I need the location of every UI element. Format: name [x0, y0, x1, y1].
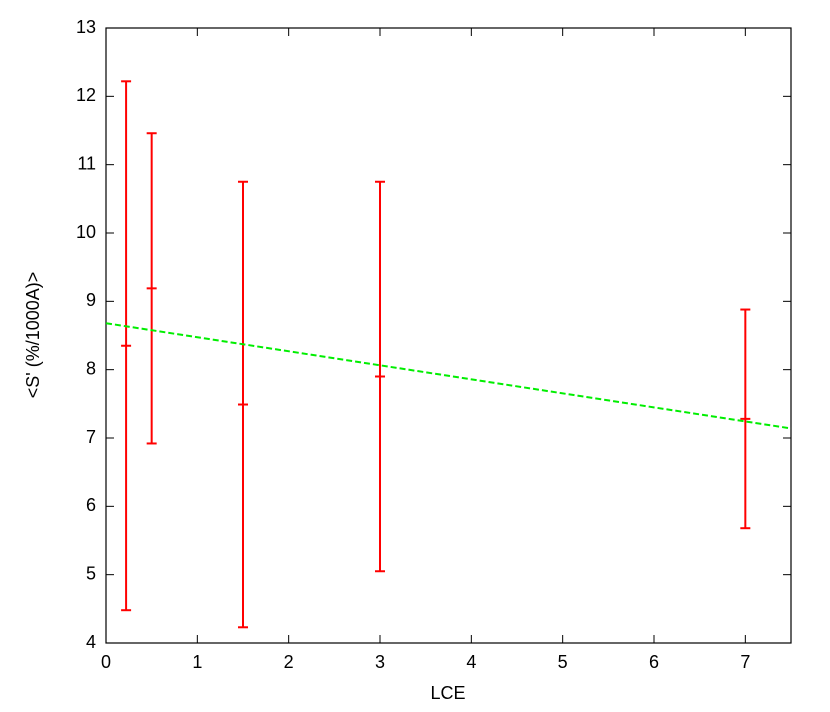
- y-tick-label: 5: [86, 563, 96, 583]
- x-tick-label: 0: [101, 652, 111, 672]
- y-tick-label: 11: [77, 153, 96, 173]
- y-tick-label: 13: [76, 17, 96, 37]
- x-axis-label: LCE: [430, 683, 465, 703]
- y-tick-label: 4: [86, 632, 96, 652]
- y-tick-label: 6: [86, 495, 96, 515]
- x-tick-label: 5: [558, 652, 568, 672]
- x-tick-label: 7: [740, 652, 750, 672]
- fit-line: [105, 322, 792, 430]
- y-tick-label: 9: [86, 290, 96, 310]
- x-tick-label: 6: [649, 652, 659, 672]
- x-tick-label: 3: [375, 652, 385, 672]
- y-tick-label: 10: [76, 222, 96, 242]
- y-tick-label: 7: [86, 427, 96, 447]
- y-axis-label: <S' (%/1000A)>: [23, 272, 43, 399]
- plot-frame: [105, 27, 792, 644]
- y-tick-label: 8: [86, 358, 96, 378]
- x-tick-label: 4: [466, 652, 476, 672]
- y-tick-label: 12: [76, 85, 96, 105]
- x-tick-label: 2: [284, 652, 294, 672]
- x-tick-label: 1: [192, 652, 202, 672]
